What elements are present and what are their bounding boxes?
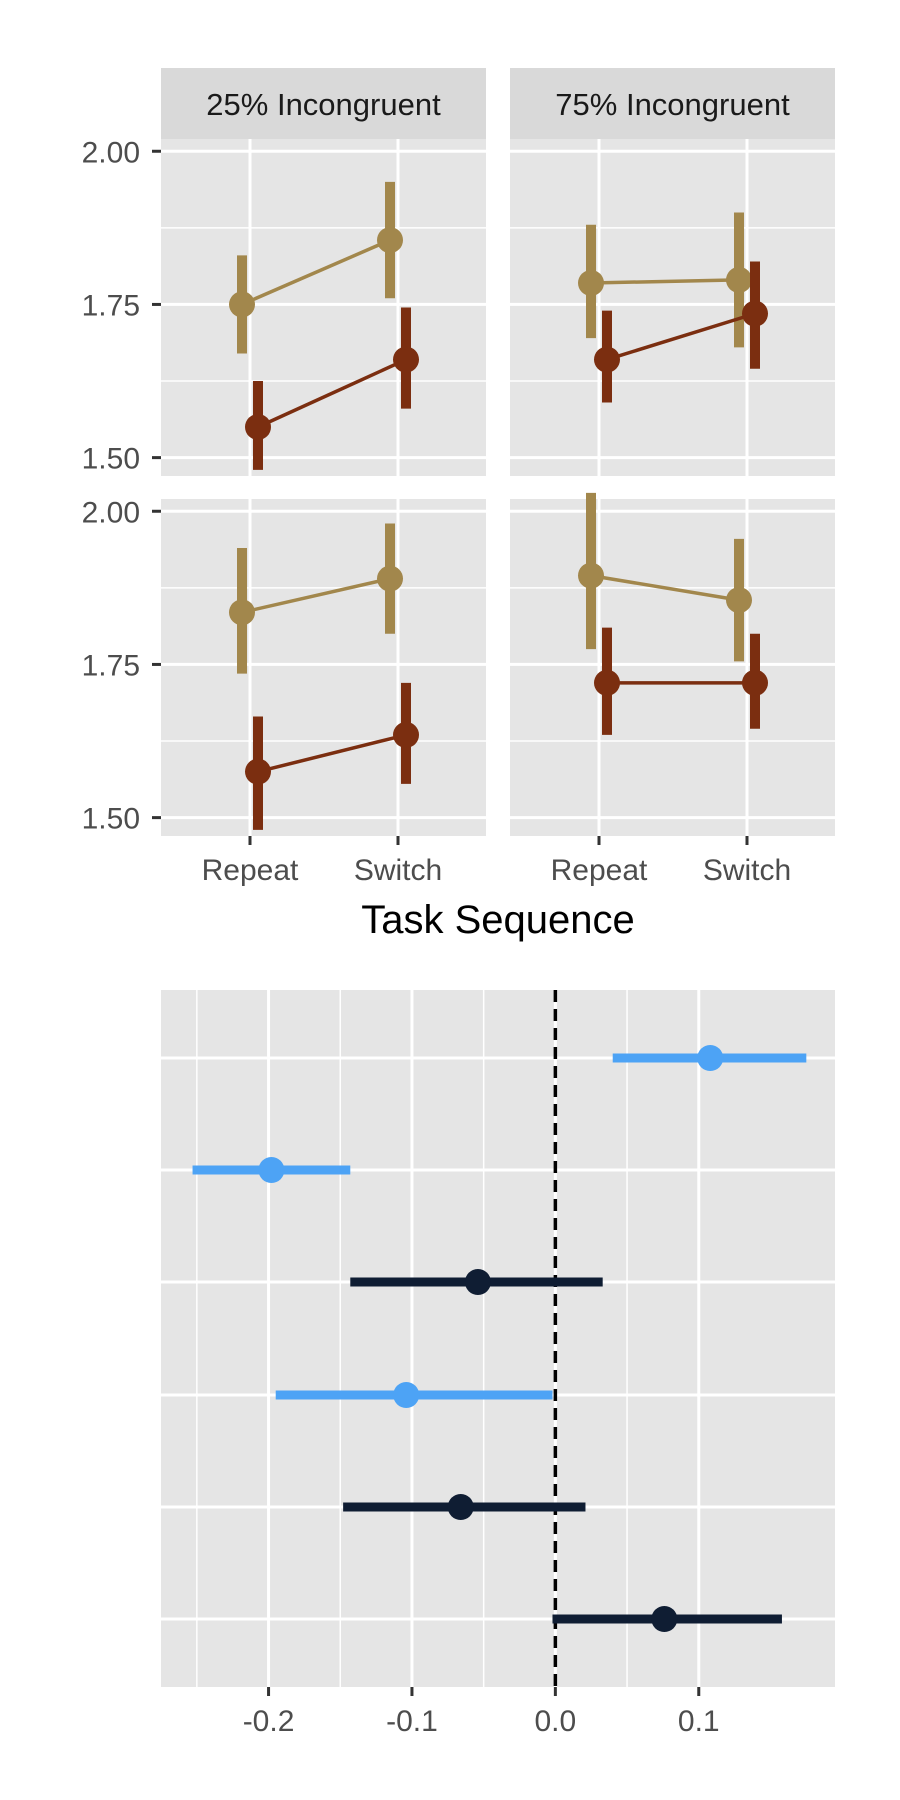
estimate-point [464, 1269, 491, 1295]
x-tick-label: 0.1 [678, 1705, 720, 1738]
y-axis-row2: 1.50 1.75 2.00 [82, 496, 161, 836]
x-tick-label: Repeat [551, 854, 648, 887]
data-point [578, 562, 604, 589]
estimate-point [447, 1494, 474, 1520]
x-tick-label: 0.0 [535, 1705, 577, 1738]
data-point [377, 565, 403, 592]
data-point [594, 346, 620, 373]
series-line [257, 357, 407, 429]
data-point [578, 269, 604, 296]
panel-row2-75-incongruent [510, 492, 835, 836]
data-point [393, 346, 419, 373]
data-point [229, 291, 255, 318]
panel-background [510, 139, 835, 476]
series-line [606, 311, 756, 362]
data-point [245, 758, 271, 785]
series-line [590, 573, 740, 602]
data-point [377, 227, 403, 254]
forest-panel-background [161, 990, 835, 1687]
facet-strip-75 [510, 68, 835, 139]
data-point [726, 587, 752, 614]
y-tick-label: 1.75 [82, 649, 140, 682]
y-axis-row1: 1.50 1.75 2.00 [82, 136, 161, 476]
data-point [245, 413, 271, 440]
series-line [590, 278, 740, 285]
estimate-point [651, 1606, 678, 1632]
panel-background [161, 139, 486, 476]
series-line [257, 733, 407, 774]
data-point [742, 300, 768, 327]
panel-row1-25-incongruent [161, 139, 486, 476]
y-tick-label: 1.50 [82, 443, 140, 476]
forest-plot-panel [161, 990, 835, 1687]
series-line [241, 576, 391, 615]
x-tick-label: Repeat [202, 854, 299, 887]
panel-background [161, 499, 486, 836]
data-point [742, 669, 768, 696]
x-tick-label: Switch [703, 854, 791, 887]
y-tick-label: 2.00 [82, 496, 140, 529]
y-tick-label: 1.50 [82, 803, 140, 836]
facet-strip-25 [161, 68, 486, 139]
panel-row2-25-incongruent [161, 499, 486, 836]
data-point [393, 721, 419, 748]
forest-x-axis: -0.2 -0.1 0.0 0.1 [243, 1687, 720, 1738]
x-tick-label: -0.1 [386, 1705, 438, 1738]
series-line [241, 238, 391, 307]
x-axis-title: Task Sequence [361, 898, 635, 942]
facet-label-75: 75% Incongruent [555, 87, 790, 122]
x-tick-label: Switch [354, 854, 442, 887]
x-axis-task-sequence: Repeat Switch Repeat Switch [202, 836, 791, 887]
panel-row1-75-incongruent [510, 139, 835, 476]
y-tick-label: 1.75 [82, 289, 140, 322]
facet-label-25: 25% Incongruent [206, 87, 441, 122]
data-point [726, 266, 752, 293]
estimate-point [697, 1045, 724, 1071]
data-point [594, 669, 620, 696]
panel-background [510, 499, 835, 836]
x-tick-label: -0.2 [243, 1705, 295, 1738]
estimate-point [258, 1157, 285, 1183]
data-point [229, 599, 255, 626]
y-tick-label: 2.00 [82, 136, 140, 169]
estimate-point [393, 1382, 420, 1408]
